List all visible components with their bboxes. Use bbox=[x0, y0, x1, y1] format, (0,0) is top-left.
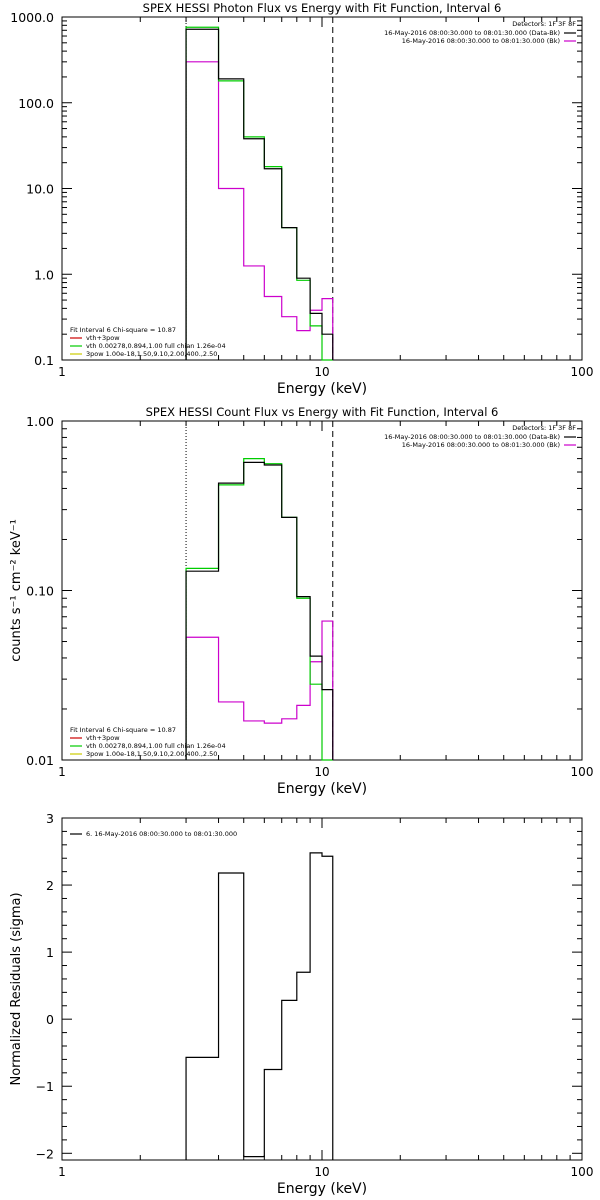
plot-frame bbox=[61, 817, 583, 1161]
legend-left-entry: 3pow 1.00e-18,1.50,9.10,2.00,400.,2.50 bbox=[86, 750, 217, 758]
legend-left-entry: vth+3pow bbox=[86, 334, 120, 342]
x-axis-label: Energy (keV) bbox=[277, 381, 367, 397]
x-tick-label: 100 bbox=[571, 1165, 594, 1179]
y-tick-label: 100.0 bbox=[18, 96, 54, 111]
y-tick-label: 1.0 bbox=[34, 267, 54, 282]
legend-left-entry: vth 0.00278,0.894,1.00 full chian 1.26e-… bbox=[86, 742, 226, 750]
y-tick-label: 1000.0 bbox=[10, 10, 54, 25]
chart-panel-1: SPEX HESSI Photon Flux vs Energy with Fi… bbox=[10, 1, 593, 397]
y-tick-label: 3 bbox=[46, 811, 54, 826]
y-tick-label: 1.00 bbox=[26, 414, 54, 429]
legend-right-entry: 16-May-2016 08:00:30.000 to 08:01:30.000… bbox=[402, 37, 560, 45]
y-tick-label: −2 bbox=[36, 1146, 54, 1161]
legend-right-entry: 16-May-2016 08:00:30.000 to 08:01:30.000… bbox=[384, 433, 560, 441]
y-tick-label: 1 bbox=[46, 945, 54, 960]
x-tick-label: 100 bbox=[571, 365, 594, 379]
y-tick-label: −1 bbox=[36, 1079, 54, 1094]
legend-right-entry: 16-May-2016 08:00:30.000 to 08:01:30.000… bbox=[402, 441, 560, 449]
series-3-line bbox=[185, 61, 334, 360]
legend-fit-header: Fit Interval 6 Chi-square = 10.87 bbox=[70, 326, 176, 334]
legend-left-entry: vth+3pow bbox=[86, 734, 120, 742]
x-tick-label: 10 bbox=[314, 365, 329, 379]
chart-title: SPEX HESSI Photon Flux vs Energy with Fi… bbox=[143, 1, 502, 15]
series-1-line bbox=[185, 461, 334, 760]
y-tick-label: 0.01 bbox=[26, 753, 54, 768]
legend-detectors: Detectors: 1F 3F 8F bbox=[512, 20, 576, 28]
legend-left-entry: 6. 16-May-2016 08:00:30.000 to 08:01:30.… bbox=[86, 830, 237, 838]
x-tick-label: 10 bbox=[314, 765, 329, 779]
x-tick-label: 100 bbox=[571, 765, 594, 779]
x-axis-label: Energy (keV) bbox=[277, 1181, 367, 1197]
chart-panel-2: SPEX HESSI Count Flux vs Energy with Fit… bbox=[9, 405, 593, 797]
chart-panel-3: 1 10 100 Energy (keV) −2 −1 0 1 2 3 Normalized Res… bbox=[9, 811, 593, 1197]
x-tick-label: 10 bbox=[314, 1165, 329, 1179]
y-tick-label: 0.1 bbox=[34, 353, 54, 368]
legend-right-entry: 16-May-2016 08:00:30.000 to 08:01:30.000… bbox=[384, 29, 560, 37]
chart-title: SPEX HESSI Count Flux vs Energy with Fit… bbox=[146, 405, 499, 419]
legend-left-entry: vth 0.00278,0.894,1.00 full chian 1.26e-… bbox=[86, 342, 226, 350]
legend-left-entry: 3pow 1.00e-18,1.50,9.10,2.00,400.,2.50 bbox=[86, 350, 217, 358]
series-2-line bbox=[185, 458, 333, 761]
legend-fit-header: Fit Interval 6 Chi-square = 10.87 bbox=[70, 726, 176, 734]
y-tick-label: 0 bbox=[46, 1012, 54, 1027]
y-tick-label: 2 bbox=[46, 878, 54, 893]
legend-detectors: Detectors: 1F 3F 8F bbox=[512, 424, 576, 432]
series-3-line bbox=[185, 620, 334, 760]
y-axis-label: Normalized Residuals (sigma) bbox=[9, 892, 24, 1085]
y-tick-label: 10.0 bbox=[26, 182, 54, 197]
x-tick-label: 1 bbox=[58, 365, 66, 379]
x-tick-label: 1 bbox=[58, 765, 66, 779]
y-tick-label: 0.10 bbox=[26, 584, 54, 599]
series-1-line bbox=[185, 28, 334, 360]
y-axis-label: counts s⁻¹ cm⁻² keV⁻¹ bbox=[9, 519, 24, 662]
x-axis-label: Energy (keV) bbox=[277, 781, 367, 797]
series-1-line bbox=[185, 852, 334, 1160]
x-tick-label: 1 bbox=[58, 1165, 66, 1179]
